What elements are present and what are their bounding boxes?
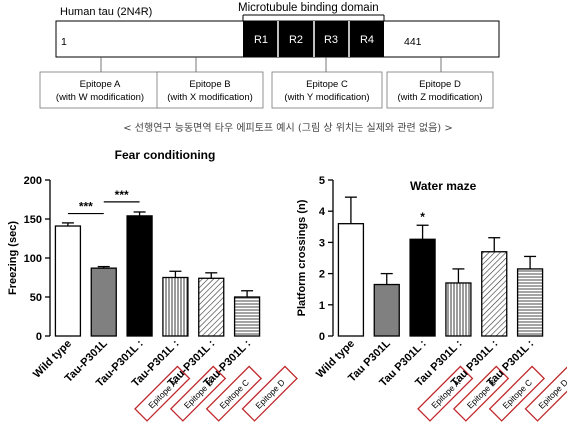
epitope-b-mod: (with X modification) xyxy=(167,92,253,103)
epitope-tag-box xyxy=(417,365,474,422)
repeat-label-r3: R3 xyxy=(324,34,338,46)
bar xyxy=(90,267,117,337)
epitope-tag-group: Epitope D xyxy=(524,365,567,422)
protein-label: Human tau (2N4R) xyxy=(60,6,152,18)
fear-conditioning-chart: Fear conditioning 0 50 100 150 200 Freezing (s… xyxy=(7,148,298,422)
y-tick-label: 50 xyxy=(30,292,42,304)
y-tick-label: 150 xyxy=(24,214,42,226)
y-axis-label: Platform crossings (n) xyxy=(296,199,308,316)
tau-diagram: Human tau (2N4R) Microtubule binding dom… xyxy=(39,2,500,134)
significance-marker: *** xyxy=(115,188,129,202)
repeat-label-r1: R1 xyxy=(254,34,268,46)
epitope-d-mod: (with Z modification) xyxy=(398,92,483,103)
epitope-tag-group: Epitope C xyxy=(205,365,263,422)
y-tick-label: 1 xyxy=(319,300,325,312)
repeat-label-r2: R2 xyxy=(289,34,303,46)
bar xyxy=(516,268,544,337)
epitope-d-name: Epitope D xyxy=(419,79,461,90)
y-tick-label: 4 xyxy=(319,206,326,218)
bar xyxy=(126,215,153,337)
epitope-a-mod: (with W modification) xyxy=(56,92,144,103)
figure-caption: < 선행연구 능동면역 타우 에피토프 예시 (그림 상 위치는 실제와 관련 … xyxy=(123,121,453,134)
significance-marker: *** xyxy=(79,200,93,214)
epitope-box-b xyxy=(156,71,264,109)
bar xyxy=(481,251,508,337)
epitope-box-d xyxy=(386,71,494,109)
epitope-c-name: Epitope C xyxy=(306,79,348,90)
epitope-tag-box xyxy=(452,365,510,422)
domain-label: Microtubule binding domain xyxy=(238,2,379,14)
significance-marker: * xyxy=(420,210,425,224)
epitope-tag-box xyxy=(241,365,298,422)
bar xyxy=(337,223,365,337)
bar xyxy=(198,277,225,337)
chart-title: Fear conditioning xyxy=(115,148,216,162)
epitope-tag-box xyxy=(134,365,191,422)
bar xyxy=(233,296,261,337)
bar xyxy=(409,238,436,337)
epitope-b-name: Epitope B xyxy=(189,79,230,90)
epitope-tag-box xyxy=(488,365,546,422)
bar xyxy=(373,283,400,337)
epitope-c-mod: (with Y modification) xyxy=(284,92,369,103)
epitope-box-a xyxy=(39,71,161,109)
y-tick-label: 2 xyxy=(319,269,325,281)
y-tick-label: 0 xyxy=(319,331,325,343)
y-tick-label: 100 xyxy=(24,253,42,265)
y-tick-label: 0 xyxy=(36,331,42,343)
chart-title: Water maze xyxy=(410,179,477,193)
epitope-box-c xyxy=(271,71,383,109)
start-residue-label: 1 xyxy=(61,36,67,48)
repeat-label-r4: R4 xyxy=(360,34,374,46)
epitope-tag-box xyxy=(524,365,567,422)
bar xyxy=(162,276,189,337)
y-tick-label: 200 xyxy=(24,175,42,187)
bar xyxy=(54,225,82,337)
y-tick-label: 3 xyxy=(319,237,325,249)
y-tick-label: 5 xyxy=(319,175,325,187)
end-residue-label: 441 xyxy=(404,36,422,48)
epitope-tag-box xyxy=(169,365,227,422)
bar xyxy=(445,282,472,337)
epitope-tag-box xyxy=(205,365,263,422)
epitope-a-name: Epitope A xyxy=(80,79,121,90)
y-axis-label: Freezing (sec) xyxy=(7,221,19,295)
